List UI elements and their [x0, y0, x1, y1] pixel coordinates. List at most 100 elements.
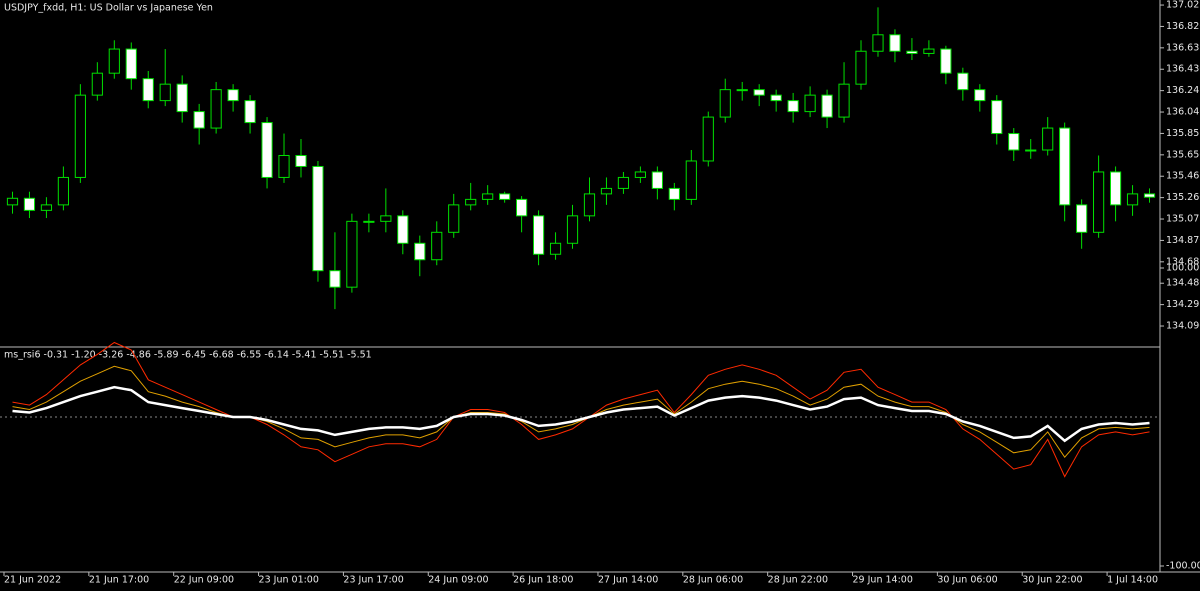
x-tick-label: 23 Jun 01:00: [259, 575, 319, 586]
candle-body: [532, 215, 545, 255]
candle-body: [414, 242, 426, 261]
candle-body: [736, 89, 748, 92]
candle-body: [244, 100, 256, 124]
y-tick-label: 135.656: [1166, 149, 1200, 160]
candle-body: [923, 48, 935, 54]
candle-body: [1025, 149, 1037, 152]
y-tick-label: 136.046: [1166, 107, 1200, 118]
candle-body: [6, 197, 19, 206]
candle-body: [634, 171, 646, 178]
candle-body: [261, 122, 273, 178]
candle-body: [40, 204, 53, 211]
candle-body: [685, 160, 697, 200]
candle-body: [210, 89, 222, 129]
candle-body: [855, 50, 867, 85]
candle-body: [651, 171, 663, 189]
x-tick-label: 28 Jun 06:00: [683, 575, 743, 586]
candle-body: [57, 176, 69, 206]
x-tick-label: 24 Jun 09:00: [428, 575, 488, 586]
y-tick-label: 134.876: [1166, 235, 1200, 246]
y-tick-label: 136.826: [1166, 21, 1200, 32]
y-tick-label: 135.851: [1166, 128, 1200, 139]
x-tick-label: 21 Jun 17:00: [89, 575, 149, 586]
x-tick-label: 30 Jun 22:00: [1022, 575, 1082, 586]
candle-body: [719, 89, 731, 118]
candle-body: [448, 204, 460, 233]
candle-body: [549, 242, 562, 255]
candle-body: [974, 89, 986, 102]
indicator-title: ms_rsi6 -0.31 -1.20 -3.26 -4.86 -5.89 -6…: [4, 350, 372, 361]
candle-body: [346, 220, 358, 288]
candle-body: [312, 165, 324, 272]
candle-body: [397, 215, 409, 244]
candle-body: [668, 187, 680, 200]
candle-body: [566, 215, 579, 244]
candle-body: [1143, 193, 1156, 198]
candle-body: [991, 100, 1003, 135]
candle-body: [1042, 127, 1054, 151]
candle-body: [600, 187, 613, 195]
candle-body: [295, 154, 307, 167]
candle-body: [74, 94, 86, 178]
x-tick-label: 22 Jun 09:00: [174, 575, 234, 586]
y-tick-label: 100.00: [1166, 263, 1199, 274]
y-tick-label: 134.681: [1166, 256, 1200, 267]
candle-body: [617, 176, 630, 189]
y-tick-label: 135.071: [1166, 214, 1200, 225]
candle-body: [278, 154, 290, 178]
candle-body: [482, 193, 494, 200]
candle-body: [465, 198, 477, 206]
candle-body: [499, 193, 511, 200]
candle-body: [753, 89, 765, 96]
indicator-line: [12, 385, 1150, 443]
candle-body: [108, 48, 120, 74]
candle-body: [770, 94, 782, 102]
y-tick-label: 136.631: [1166, 42, 1200, 53]
candle-body: [838, 83, 850, 118]
candle-body: [380, 215, 392, 222]
candle-body: [804, 94, 816, 113]
candle-body: [91, 72, 103, 96]
y-tick-label: 135.266: [1166, 192, 1200, 203]
y-tick-label: 136.241: [1166, 85, 1200, 96]
candle-body: [125, 48, 137, 80]
y-tick-label: 134.291: [1166, 299, 1200, 310]
candle-body: [227, 89, 239, 102]
candle-body: [1008, 133, 1020, 151]
candle-body: [787, 100, 799, 113]
candle-body: [142, 78, 154, 102]
candle-body: [957, 72, 969, 91]
candle-body: [176, 83, 188, 113]
candle-body: [1126, 193, 1139, 206]
candle-body: [329, 270, 341, 288]
y-tick-label: 134.096: [1166, 321, 1200, 332]
candle-body: [23, 197, 36, 211]
candle-body: [906, 50, 918, 54]
candle-body: [872, 34, 884, 52]
candle-body: [1109, 171, 1122, 206]
indicator-line: [12, 341, 1150, 478]
indicator-line: [12, 365, 1150, 459]
x-tick-label: 29 Jun 14:00: [853, 575, 913, 586]
y-tick-label: 135.461: [1166, 171, 1200, 182]
chart-title: USDJPY_fxdd, H1: US Dollar vs Japanese Y…: [4, 3, 213, 14]
candle-body: [889, 34, 901, 52]
x-tick-label: 1 Jul 14:00: [1107, 575, 1158, 586]
candle-body: [940, 48, 952, 74]
x-tick-label: 30 Jun 06:00: [937, 575, 997, 586]
y-tick-label: -100.00: [1166, 561, 1200, 572]
candle-body: [159, 83, 171, 102]
x-tick-label: 26 Jun 18:00: [513, 575, 573, 586]
x-tick-label: 27 Jun 14:00: [598, 575, 658, 586]
candle-body: [583, 193, 596, 217]
x-tick-label: 23 Jun 17:00: [343, 575, 403, 586]
candle-body: [363, 220, 375, 223]
candle-body: [193, 111, 205, 129]
x-tick-label: 28 Jun 22:00: [768, 575, 828, 586]
y-tick-label: 134.486: [1166, 278, 1200, 289]
candle-body: [431, 231, 443, 261]
candle-body: [1093, 171, 1105, 233]
candle-body: [1076, 204, 1088, 233]
